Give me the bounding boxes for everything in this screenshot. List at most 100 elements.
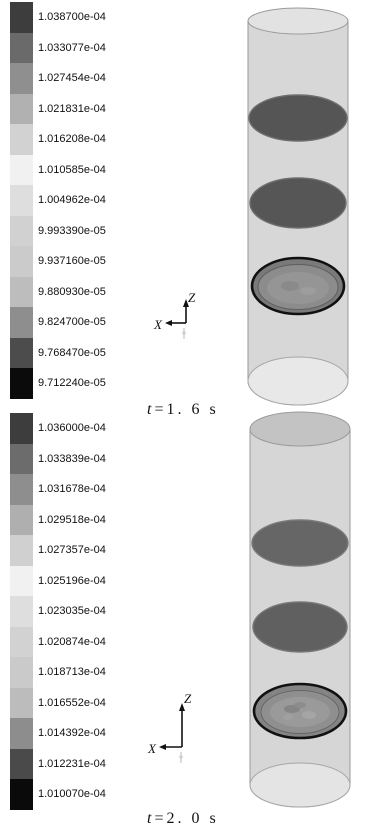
legend-row: 1.021831e-04 <box>10 93 120 124</box>
legend-value: 1.018713e-04 <box>38 666 106 679</box>
legend-swatch <box>10 474 33 505</box>
x-arrowhead <box>165 320 172 326</box>
legend-swatch <box>10 565 33 596</box>
legend-value: 1.014392e-04 <box>38 727 106 740</box>
legend-row: 1.014392e-04 <box>10 718 120 749</box>
cylinder-bottom-cap <box>247 356 349 406</box>
cylinder-top-cap <box>247 7 349 35</box>
legend-row: 1.020874e-04 <box>10 626 120 657</box>
cylinder-bottom-panel <box>249 411 351 808</box>
y-axis-dot <box>179 755 183 759</box>
legend-row: 1.038700e-04 <box>10 2 120 33</box>
legend-swatch <box>10 535 33 566</box>
legend-swatch <box>10 63 33 94</box>
disc-texture <box>300 287 316 295</box>
contour-disc-lower <box>250 256 346 316</box>
legend-row: 1.010585e-04 <box>10 154 120 185</box>
legend-swatch <box>10 748 33 779</box>
legend-value: 1.016552e-04 <box>38 696 106 709</box>
legend-row: 1.027454e-04 <box>10 63 120 94</box>
legend-swatch <box>10 93 33 124</box>
legend-row: 9.880930e-05 <box>10 276 120 307</box>
legend-value: 9.824700e-05 <box>38 316 106 329</box>
time-variable: t <box>147 401 155 418</box>
legend-row: 9.993390e-05 <box>10 215 120 246</box>
legend-row: 9.768470e-05 <box>10 337 120 368</box>
z-arrowhead <box>183 299 189 307</box>
legend-value: 1.038700e-04 <box>38 11 106 24</box>
legend-swatch <box>10 413 33 444</box>
legend-swatch <box>10 124 33 155</box>
legend-row: 1.031678e-04 <box>10 474 120 505</box>
z-axis-label: Z <box>184 691 192 706</box>
axis-triad: Z X <box>153 290 196 339</box>
legend-swatch <box>10 504 33 535</box>
disc-core <box>270 697 330 727</box>
contour-disc-middle <box>252 601 348 653</box>
legend-value: 1.027357e-04 <box>38 544 106 557</box>
axis-triad: Z X <box>147 691 192 763</box>
legend-row: 1.016552e-04 <box>10 687 120 718</box>
x-axis-label: X <box>153 317 163 332</box>
legend-value: 9.880930e-05 <box>38 285 106 298</box>
time-caption: t=1. 6 s <box>147 402 219 418</box>
legend-value: 1.010070e-04 <box>38 788 106 801</box>
legend-swatch <box>10 718 33 749</box>
legend-row: 1.029518e-04 <box>10 504 120 535</box>
legend-value: 1.031678e-04 <box>38 483 106 496</box>
legend-row: 1.023035e-04 <box>10 596 120 627</box>
legend-swatch <box>10 657 33 688</box>
legend-row: 1.012231e-04 <box>10 748 120 779</box>
cylinder-bottom-cap <box>249 762 351 808</box>
cylinder-top-panel <box>247 7 349 406</box>
legend-swatch <box>10 596 33 627</box>
contour-disc-lower <box>252 682 348 740</box>
time-value: =1. 6 s <box>154 401 219 418</box>
legend-value: 1.012231e-04 <box>38 757 106 770</box>
legend-row: 1.036000e-04 <box>10 413 120 444</box>
legend-value: 1.021831e-04 <box>38 102 106 115</box>
legend-value: 1.033839e-04 <box>38 452 106 465</box>
y-axis-dot <box>182 331 186 335</box>
legend-swatch <box>10 246 33 277</box>
legend-value: 1.010585e-04 <box>38 163 106 176</box>
contour-disc-middle <box>249 177 347 229</box>
contour-disc-upper <box>251 519 349 567</box>
legend-swatch <box>10 443 33 474</box>
legend-value: 1.023035e-04 <box>38 605 106 618</box>
legend-swatch <box>10 276 33 307</box>
legend-value: 9.768470e-05 <box>38 346 106 359</box>
legend-row: 1.016208e-04 <box>10 124 120 155</box>
colorbar-legend: 1.036000e-04 1.033839e-04 1.031678e-04 1.02… <box>10 413 120 810</box>
legend-swatch <box>10 2 33 33</box>
disc-texture <box>302 711 316 719</box>
legend-swatch <box>10 32 33 63</box>
x-arrowhead <box>159 744 166 750</box>
legend-value: 9.993390e-05 <box>38 224 106 237</box>
y-axis-glyph <box>182 328 186 339</box>
legend-row: 1.018713e-04 <box>10 657 120 688</box>
legend-row: 1.033077e-04 <box>10 32 120 63</box>
x-axis-label: X <box>147 741 157 756</box>
legend-swatch <box>10 185 33 216</box>
legend-value: 1.020874e-04 <box>38 635 106 648</box>
legend-value: 9.937160e-05 <box>38 255 106 268</box>
contour-disc-upper <box>248 94 348 142</box>
disc-texture <box>283 714 293 720</box>
legend-swatch <box>10 687 33 718</box>
legend-swatch <box>10 368 33 399</box>
legend-swatch <box>10 215 33 246</box>
legend-value: 1.036000e-04 <box>38 422 106 435</box>
legend-row: 9.937160e-05 <box>10 246 120 277</box>
legend-swatch <box>10 154 33 185</box>
legend-value: 1.004962e-04 <box>38 194 106 207</box>
z-arrowhead <box>179 703 185 711</box>
legend-row: 1.027357e-04 <box>10 535 120 566</box>
z-axis-label: Z <box>188 290 196 305</box>
time-variable: t <box>147 810 155 827</box>
legend-swatch <box>10 307 33 338</box>
cylinder-top-cap <box>249 411 351 447</box>
colorbar-legend: 1.038700e-04 1.033077e-04 1.027454e-04 1.02… <box>10 2 120 399</box>
legend-value: 1.016208e-04 <box>38 133 106 146</box>
